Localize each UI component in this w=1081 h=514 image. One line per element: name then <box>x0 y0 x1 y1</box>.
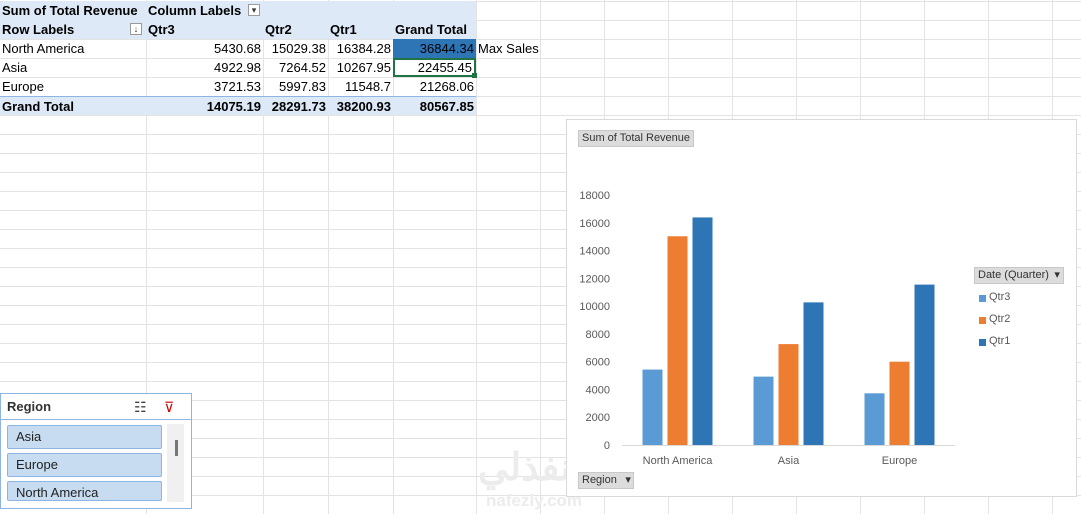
dropdown-arrow-icon: ▾ <box>1054 269 1060 281</box>
slicer-item-europe[interactable]: Europe <box>7 453 162 477</box>
cell-value[interactable]: 10267.95 <box>336 60 391 75</box>
watermark-latin: nafezly.com <box>486 491 583 510</box>
y-tick-label: 14000 <box>579 246 610 258</box>
slicer-scroll-thumb[interactable] <box>175 440 178 456</box>
cell-value[interactable]: 5430.68 <box>214 41 261 56</box>
row-label-north-america[interactable]: North America <box>2 41 85 56</box>
max-sales-note[interactable]: Max Sales <box>478 41 539 56</box>
multi-select-icon[interactable]: ☷ <box>134 399 147 415</box>
pivot-chart[interactable]: Sum of Total Revenue 0 2000 4000 6000 8000 10… <box>566 119 1077 497</box>
clear-filter-icon[interactable]: ⊽ <box>164 399 175 415</box>
watermark-arabic: نفذلي <box>478 447 571 489</box>
y-tick-label: 2000 <box>586 412 610 424</box>
slicer-scrollbar[interactable] <box>167 424 184 502</box>
value-field-button[interactable]: Sum of Total Revenue <box>578 130 695 147</box>
grand-total-value[interactable]: 28291.73 <box>263 96 328 115</box>
pivot-row-labels[interactable]: Row Labels <box>0 20 146 39</box>
cell-value[interactable]: 21268.06 <box>419 79 474 94</box>
y-tick-label: 6000 <box>586 357 610 369</box>
axis-field-label: Region <box>582 474 617 486</box>
grand-total-value[interactable]: 38200.93 <box>328 96 393 115</box>
cell-value[interactable]: 5997.83 <box>279 79 326 94</box>
legend-swatch <box>979 339 986 346</box>
column-header-qtr1[interactable]: Qtr1 <box>328 20 393 39</box>
legend-label: Qtr1 <box>989 335 1011 347</box>
grand-total-label[interactable]: Grand Total <box>0 96 146 115</box>
cell-value[interactable]: 3721.53 <box>214 79 261 94</box>
x-tick-label: North America <box>643 455 714 467</box>
chart-plot: 0 2000 4000 6000 8000 10000 12000 14000 16000 180… <box>579 190 955 467</box>
slicer-item-north-america[interactable]: North America <box>7 481 162 501</box>
legend-field-button[interactable]: Date (Quarter) ▾ <box>974 267 1064 284</box>
legend-swatch <box>979 317 986 324</box>
bar-qtr3-europe[interactable] <box>864 393 885 445</box>
cell-value[interactable]: 7264.52 <box>279 60 326 75</box>
y-tick-label: 16000 <box>579 218 610 230</box>
y-tick-label: 12000 <box>579 273 610 285</box>
column-header-qtr3[interactable]: Qtr3 <box>146 20 263 39</box>
y-tick-label: 0 <box>604 440 610 452</box>
column-header-grand-total[interactable]: Grand Total <box>393 20 476 39</box>
filter-icon: ▾ <box>625 474 631 486</box>
bar-qtr3-north-america[interactable] <box>642 369 663 445</box>
row-label-europe[interactable]: Europe <box>2 79 44 94</box>
slicer-item-asia[interactable]: Asia <box>7 425 162 449</box>
y-tick-label: 10000 <box>579 301 610 313</box>
legend-label: Qtr3 <box>989 291 1011 303</box>
cell-value[interactable]: 11548.7 <box>344 79 391 94</box>
active-cell[interactable]: 22455.45 <box>393 58 476 77</box>
y-tick-label: 18000 <box>579 190 610 202</box>
pivot-column-labels[interactable]: Column Labels <box>146 1 476 20</box>
x-tick-label: Europe <box>882 455 917 467</box>
column-header-qtr2[interactable]: Qtr2 <box>263 20 328 39</box>
bar-qtr1-north-america[interactable] <box>692 217 713 445</box>
x-tick-label: Asia <box>778 455 800 467</box>
slicer-divider <box>1 419 191 420</box>
row-label-asia[interactable]: Asia <box>2 60 28 75</box>
bar-qtr2-asia[interactable] <box>778 344 799 445</box>
grand-total-value[interactable]: 14075.19 <box>146 96 263 115</box>
bar-qtr2-europe[interactable] <box>889 361 910 445</box>
legend-field-label: Date (Quarter) <box>978 269 1049 281</box>
fill-handle[interactable] <box>472 73 477 78</box>
bar-qtr1-europe[interactable] <box>914 284 935 445</box>
cell-value[interactable]: 4922.98 <box>214 60 261 75</box>
region-slicer[interactable]: Region ☷ ⊽ Asia Europe North America <box>0 393 192 509</box>
column-filter-icon[interactable]: ▾ <box>248 4 260 16</box>
y-tick-label: 4000 <box>586 384 610 396</box>
bar-qtr1-asia[interactable] <box>803 302 824 445</box>
axis-field-button[interactable]: Region ▾ <box>578 472 634 489</box>
y-tick-label: 8000 <box>586 329 610 341</box>
cell-value[interactable]: 15029.38 <box>271 41 326 56</box>
bar-qtr3-asia[interactable] <box>753 376 774 445</box>
legend-swatch <box>979 295 986 302</box>
cell-grand-total-highlighted[interactable]: 36844.34 <box>393 39 476 58</box>
grand-total-value[interactable]: 80567.85 <box>393 96 476 115</box>
pivot-value-title[interactable]: Sum of Total Revenue <box>0 1 146 20</box>
slicer-title: Region <box>7 399 52 414</box>
bar-qtr2-north-america[interactable] <box>667 236 688 445</box>
cell-value[interactable]: 16384.28 <box>336 41 391 56</box>
row-filter-sort-icon[interactable]: ↓ <box>130 23 142 35</box>
legend-label: Qtr2 <box>989 313 1011 325</box>
